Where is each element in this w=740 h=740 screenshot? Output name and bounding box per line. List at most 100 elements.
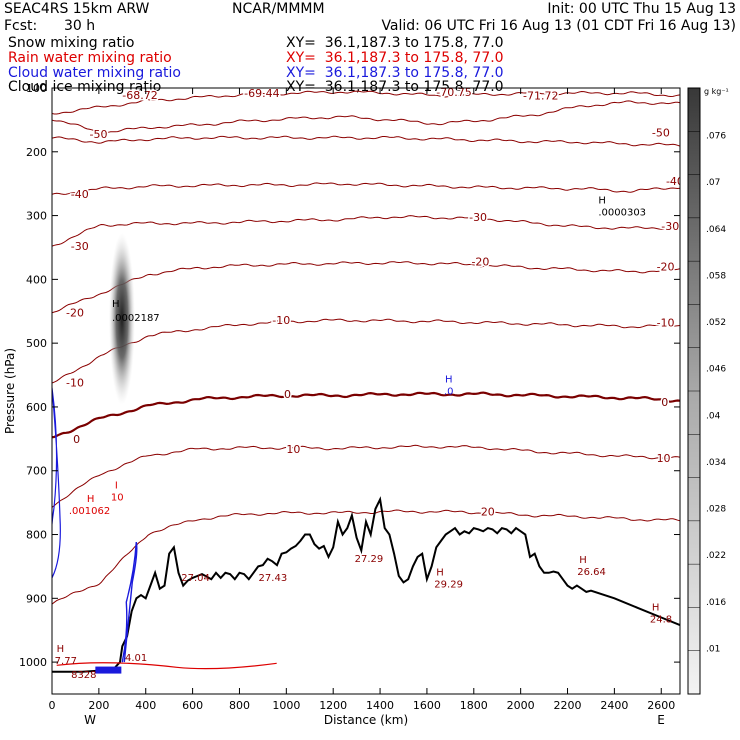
isotherm-label-5: -50	[652, 127, 670, 140]
cloud-water-slope	[121, 541, 138, 663]
cloud-water-max-h: H	[445, 375, 453, 386]
terrain-h-8: H	[652, 603, 660, 614]
rain-min-marker: I	[115, 481, 118, 492]
x-tick-label-2600: 2600	[647, 699, 675, 712]
colorbar-label-9: .064	[706, 225, 726, 235]
colorbar-label-6: .046	[706, 365, 726, 375]
cloud-water-surface	[95, 666, 122, 674]
isotherm--40	[52, 182, 680, 195]
terrain-temp-2: 4.01	[125, 653, 147, 664]
init-time: Init: 00 UTC Thu 15 Aug 13	[547, 1, 736, 17]
x-tick-label-600: 600	[182, 699, 203, 712]
isotherm-label-22: 20	[481, 506, 495, 519]
colorbar-label-8: .058	[706, 271, 726, 281]
terrain-temp-8: 24.8	[650, 615, 672, 626]
terrain-line	[52, 496, 680, 673]
valid-time: Valid: 06 UTC Fri 16 Aug 13 (01 CDT Fri …	[381, 18, 736, 34]
y-axis-title: Pressure (hPa)	[3, 348, 17, 434]
x-tick-label-1000: 1000	[272, 699, 300, 712]
x-tick-label-0: 0	[49, 699, 56, 712]
isotherm--50	[52, 135, 680, 147]
y-tick-label-400: 400	[26, 273, 47, 286]
forecast-hour: 30 h	[64, 18, 96, 34]
isotherm-label-16: -10	[657, 317, 675, 330]
isotherm-label-6: -40	[71, 188, 89, 201]
y-tick-label-300: 300	[26, 210, 47, 223]
isotherm-label-19: 0	[661, 396, 668, 409]
isotherm-label-13: -20	[657, 261, 675, 274]
isotherm-label-10: -30	[661, 220, 679, 233]
x-tick-label-1600: 1600	[413, 699, 441, 712]
y-tick-label-100: 100	[26, 82, 47, 95]
x-axis-title: Distance (km)	[324, 713, 408, 727]
colorbar-label-10: .07	[706, 178, 720, 188]
isotherm-label-21: 10	[657, 452, 671, 465]
x-tick-label-200: 200	[88, 699, 109, 712]
isotherm-label-1: -69.44	[244, 87, 279, 100]
y-tick-label-200: 200	[26, 146, 47, 159]
colorbar-label-0: .01	[706, 644, 720, 654]
forecast-label: Fcst:	[4, 18, 38, 34]
terrain-h-6: H	[436, 568, 444, 579]
rain-surface	[56, 662, 277, 670]
isotherm--30	[52, 215, 680, 247]
colorbar-label-3: .028	[706, 505, 726, 515]
field-label-cloud-ice: Cloud ice mixing ratio	[8, 79, 162, 95]
isotherm-label-8: -30	[71, 240, 89, 253]
x-end-label-west: W	[84, 713, 96, 727]
field-xy-snow: XY= 36.1,187.3 to 175.8, 77.0	[286, 35, 504, 51]
ice-max-h: H	[598, 196, 606, 207]
x-tick-label-1200: 1200	[319, 699, 347, 712]
isotherm-label-2: -70.75	[436, 86, 471, 99]
field-xy-rain: XY= 36.1,187.3 to 175.8, 77.0	[286, 50, 504, 66]
terrain-temp-5: 27.29	[355, 554, 384, 565]
rain-max-h: H	[87, 494, 95, 505]
colorbar-label-4: .034	[706, 458, 726, 468]
terrain-temp-0: 7.77	[55, 656, 77, 667]
field-xy-cloud-water: XY= 36.1,187.3 to 175.8, 77.0	[286, 65, 504, 81]
terrain-temp-4: 27.43	[259, 573, 288, 584]
snow-shading	[108, 232, 135, 405]
isotherm-label-15: -10	[272, 314, 290, 327]
x-tick-label-2400: 2400	[600, 699, 628, 712]
isotherm--71_72	[52, 90, 680, 115]
isotherm-label-4: -50	[89, 128, 107, 141]
isotherm-label-11: -20	[66, 307, 84, 320]
ice-max-value: .0000303	[598, 208, 646, 219]
plot-frame	[51, 87, 681, 695]
x-tick-label-1400: 1400	[366, 699, 394, 712]
x-tick-label-2200: 2200	[554, 699, 582, 712]
isotherm-20	[52, 509, 680, 605]
isotherm-label-14: -10	[66, 377, 84, 390]
y-tick-label-700: 700	[26, 465, 47, 478]
isotherm-label-17: 0	[73, 433, 80, 446]
terrain-h-7: H	[579, 555, 587, 566]
x-tick-label-1800: 1800	[460, 699, 488, 712]
cloud-water-left	[52, 387, 61, 580]
x-tick-label-800: 800	[229, 699, 250, 712]
y-tick-label-500: 500	[26, 337, 47, 350]
terrain-temp-7: 26.64	[577, 567, 606, 578]
terrain-temp-1: 8328	[71, 670, 96, 681]
field-label-cloud-water: Cloud water mixing ratio	[8, 65, 181, 81]
isotherm-10	[52, 444, 680, 508]
cloud-water-max-value: .0	[444, 387, 454, 398]
isotherm--20	[52, 261, 680, 314]
field-label-rain: Rain water mixing ratio	[8, 50, 172, 66]
rain-min-value: 10	[111, 493, 124, 504]
x-tick-label-2000: 2000	[507, 699, 535, 712]
snow-max-value: .0002187	[112, 313, 160, 324]
model-title: SEAC4RS 15km ARW	[4, 1, 150, 17]
org-title: NCAR/MMMM	[232, 1, 325, 17]
field-label-snow: Snow mixing ratio	[8, 35, 135, 51]
isotherm-label-12: -20	[471, 256, 489, 269]
isotherm-label-18: 0	[284, 388, 291, 401]
terrain-temp-3: 27.04	[181, 573, 210, 584]
isotherm--10	[52, 318, 680, 384]
rain-max-value: .001062	[69, 506, 110, 517]
colorbar-label-2: .022	[706, 551, 726, 561]
terrain-temp-6: 29.29	[434, 580, 463, 591]
isotherm-label-20: 10	[286, 443, 300, 456]
y-tick-label-600: 600	[26, 401, 47, 414]
